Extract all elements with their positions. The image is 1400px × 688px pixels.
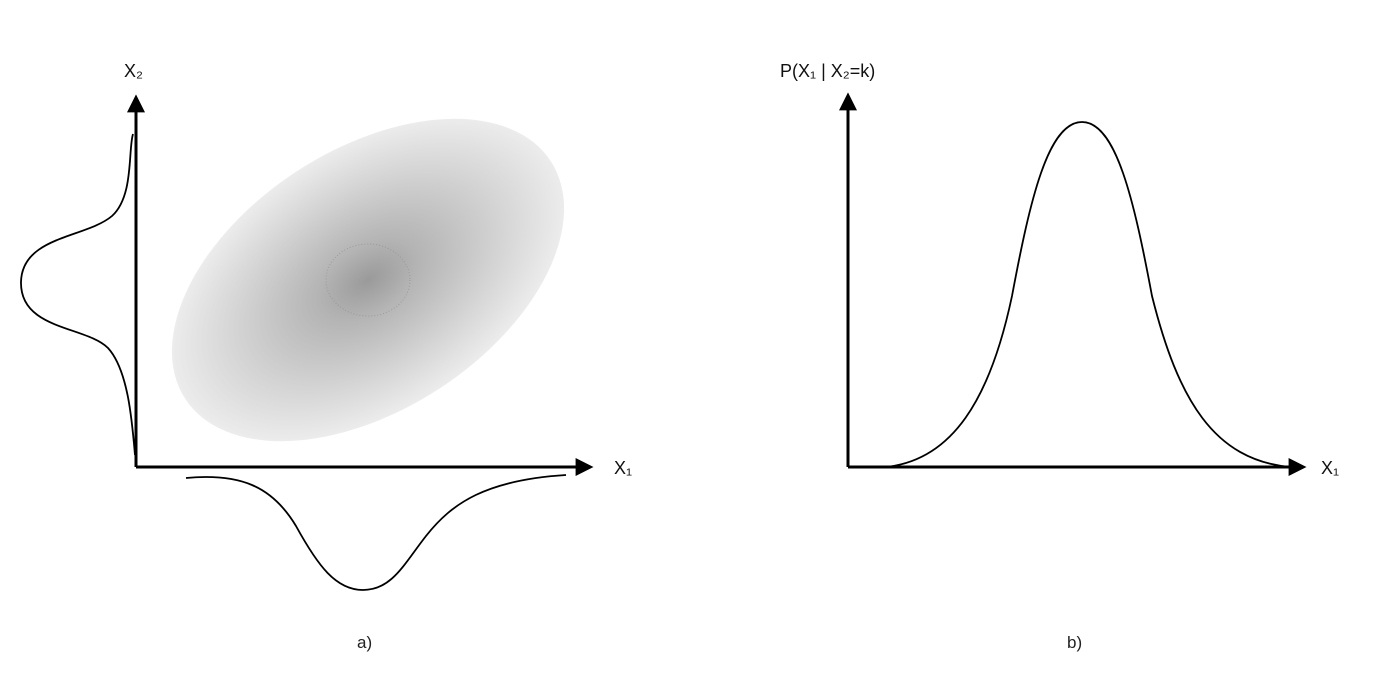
y-axis-label: X₂ — [124, 61, 143, 81]
marginal-x1-curve — [185, 474, 567, 591]
panel-caption: a) — [357, 633, 372, 652]
panel-caption: b) — [1067, 633, 1082, 652]
panel-a: X₂ X₁ a) — [20, 61, 632, 652]
density-peak-dots — [325, 243, 411, 317]
conditional-distribution-curve — [885, 121, 1291, 468]
x-axis-label: X₁ — [1321, 458, 1339, 478]
panel-b: P(X₁ | X₂=k) X₁ b) — [780, 61, 1339, 652]
joint-density-ellipse — [171, 118, 565, 442]
marginal-x2-curve — [20, 133, 136, 456]
x-axis-label: X₁ — [614, 458, 632, 478]
y-axis-label: P(X₁ | X₂=k) — [780, 61, 875, 81]
